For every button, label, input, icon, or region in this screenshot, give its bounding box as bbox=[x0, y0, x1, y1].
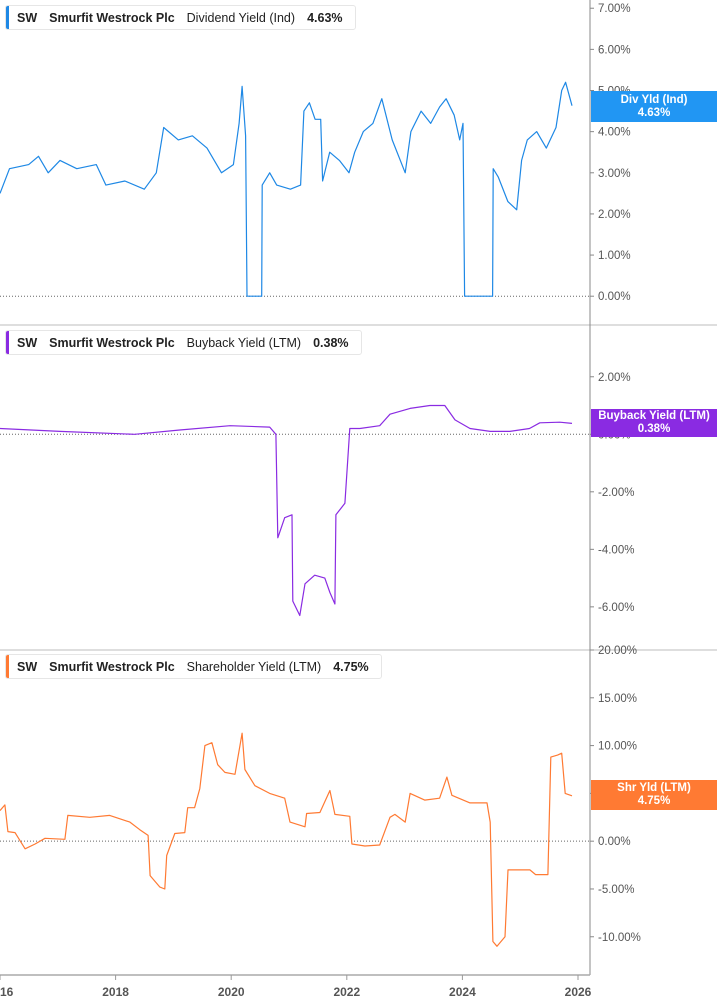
x-tick-label: 2020 bbox=[218, 985, 245, 999]
legend-company: Smurfit Westrock Plc bbox=[49, 335, 175, 350]
legend-ticker: SW bbox=[17, 335, 38, 350]
current-value-tag-shareholder: Shr Yld (LTM) 4.75% bbox=[591, 780, 717, 810]
y-tick-label: 2.00% bbox=[598, 372, 631, 384]
legend-value: 4.63% bbox=[307, 10, 343, 25]
tag-label: Shr Yld (LTM) bbox=[617, 782, 691, 794]
y-tick-label: -10.00% bbox=[598, 932, 641, 944]
y-tick-label: 6.00% bbox=[598, 44, 631, 56]
x-tick-label: 2026 bbox=[565, 985, 592, 999]
y-tick-label: 7.00% bbox=[598, 3, 631, 15]
series-line-dividend-yield-ind- bbox=[0, 81, 573, 297]
tag-label: Buyback Yield (LTM) bbox=[598, 410, 710, 422]
y-tick-label: 0.00% bbox=[598, 836, 631, 848]
series-color-marker bbox=[6, 331, 9, 354]
legend-metric: Shareholder Yield (LTM) bbox=[186, 659, 322, 674]
series-line-buyback-yield-ltm- bbox=[0, 404, 573, 617]
y-tick-label: 15.00% bbox=[598, 693, 637, 705]
series-color-marker bbox=[6, 655, 9, 678]
y-tick-label: 3.00% bbox=[598, 168, 631, 180]
series-color-marker bbox=[6, 6, 9, 29]
legend-company: Smurfit Westrock Plc bbox=[49, 10, 175, 25]
y-tick-label: 10.00% bbox=[598, 741, 637, 753]
legend-ticker: SW bbox=[17, 10, 38, 25]
x-tick-label: 2018 bbox=[102, 985, 129, 999]
legend-shareholder-yield: SW Smurfit Westrock Plc Shareholder Yiel… bbox=[5, 654, 382, 679]
x-tick-label: 2024 bbox=[449, 985, 476, 999]
legend-buyback-yield: SW Smurfit Westrock Plc Buyback Yield (L… bbox=[5, 330, 362, 355]
y-tick-label: -4.00% bbox=[598, 544, 634, 556]
y-tick-label: -5.00% bbox=[598, 884, 634, 896]
y-tick-label: 4.00% bbox=[598, 127, 631, 139]
series-line-shareholder-yield-ltm- bbox=[0, 732, 573, 947]
tag-value: 4.75% bbox=[637, 795, 671, 807]
y-tick-label: -2.00% bbox=[598, 487, 634, 499]
y-tick-label: 20.00% bbox=[598, 645, 637, 657]
x-tick-label: 2022 bbox=[333, 985, 360, 999]
legend-value: 4.75% bbox=[333, 659, 369, 674]
tag-value: 4.63% bbox=[637, 106, 671, 119]
y-tick-label: 2.00% bbox=[598, 209, 631, 221]
tag-value: 0.38% bbox=[637, 423, 671, 435]
current-value-tag-dividend: Div Yld (Ind) 4.63% bbox=[591, 91, 717, 122]
legend-metric: Dividend Yield (Ind) bbox=[186, 10, 296, 25]
current-value-tag-buyback: Buyback Yield (LTM) 0.38% bbox=[591, 409, 717, 437]
legend-metric: Buyback Yield (LTM) bbox=[186, 335, 302, 350]
legend-dividend-yield: SW Smurfit Westrock Plc Dividend Yield (… bbox=[5, 5, 356, 30]
legend-value: 0.38% bbox=[313, 335, 349, 350]
x-tick-label: 16 bbox=[0, 985, 14, 999]
y-tick-label: 0.00% bbox=[598, 291, 631, 303]
legend-ticker: SW bbox=[17, 659, 38, 674]
y-tick-label: 1.00% bbox=[598, 250, 631, 262]
y-tick-label: -6.00% bbox=[598, 602, 634, 614]
legend-company: Smurfit Westrock Plc bbox=[49, 659, 175, 674]
tag-label: Div Yld (Ind) bbox=[620, 93, 688, 106]
